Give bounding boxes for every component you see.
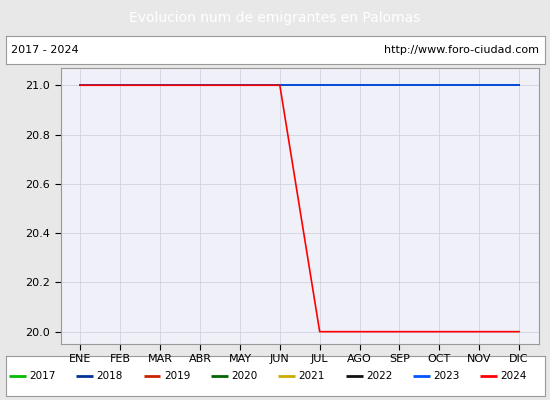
Text: 2018: 2018	[96, 371, 123, 381]
Text: 2017: 2017	[29, 371, 56, 381]
Text: 2023: 2023	[433, 371, 460, 381]
Text: 2024: 2024	[500, 371, 527, 381]
Text: 2020: 2020	[231, 371, 257, 381]
Text: Evolucion num de emigrantes en Palomas: Evolucion num de emigrantes en Palomas	[129, 11, 421, 25]
Text: 2022: 2022	[366, 371, 392, 381]
Text: 2017 - 2024: 2017 - 2024	[11, 45, 79, 55]
Text: 2019: 2019	[164, 371, 190, 381]
Text: 2021: 2021	[299, 371, 325, 381]
Text: http://www.foro-ciudad.com: http://www.foro-ciudad.com	[384, 45, 539, 55]
